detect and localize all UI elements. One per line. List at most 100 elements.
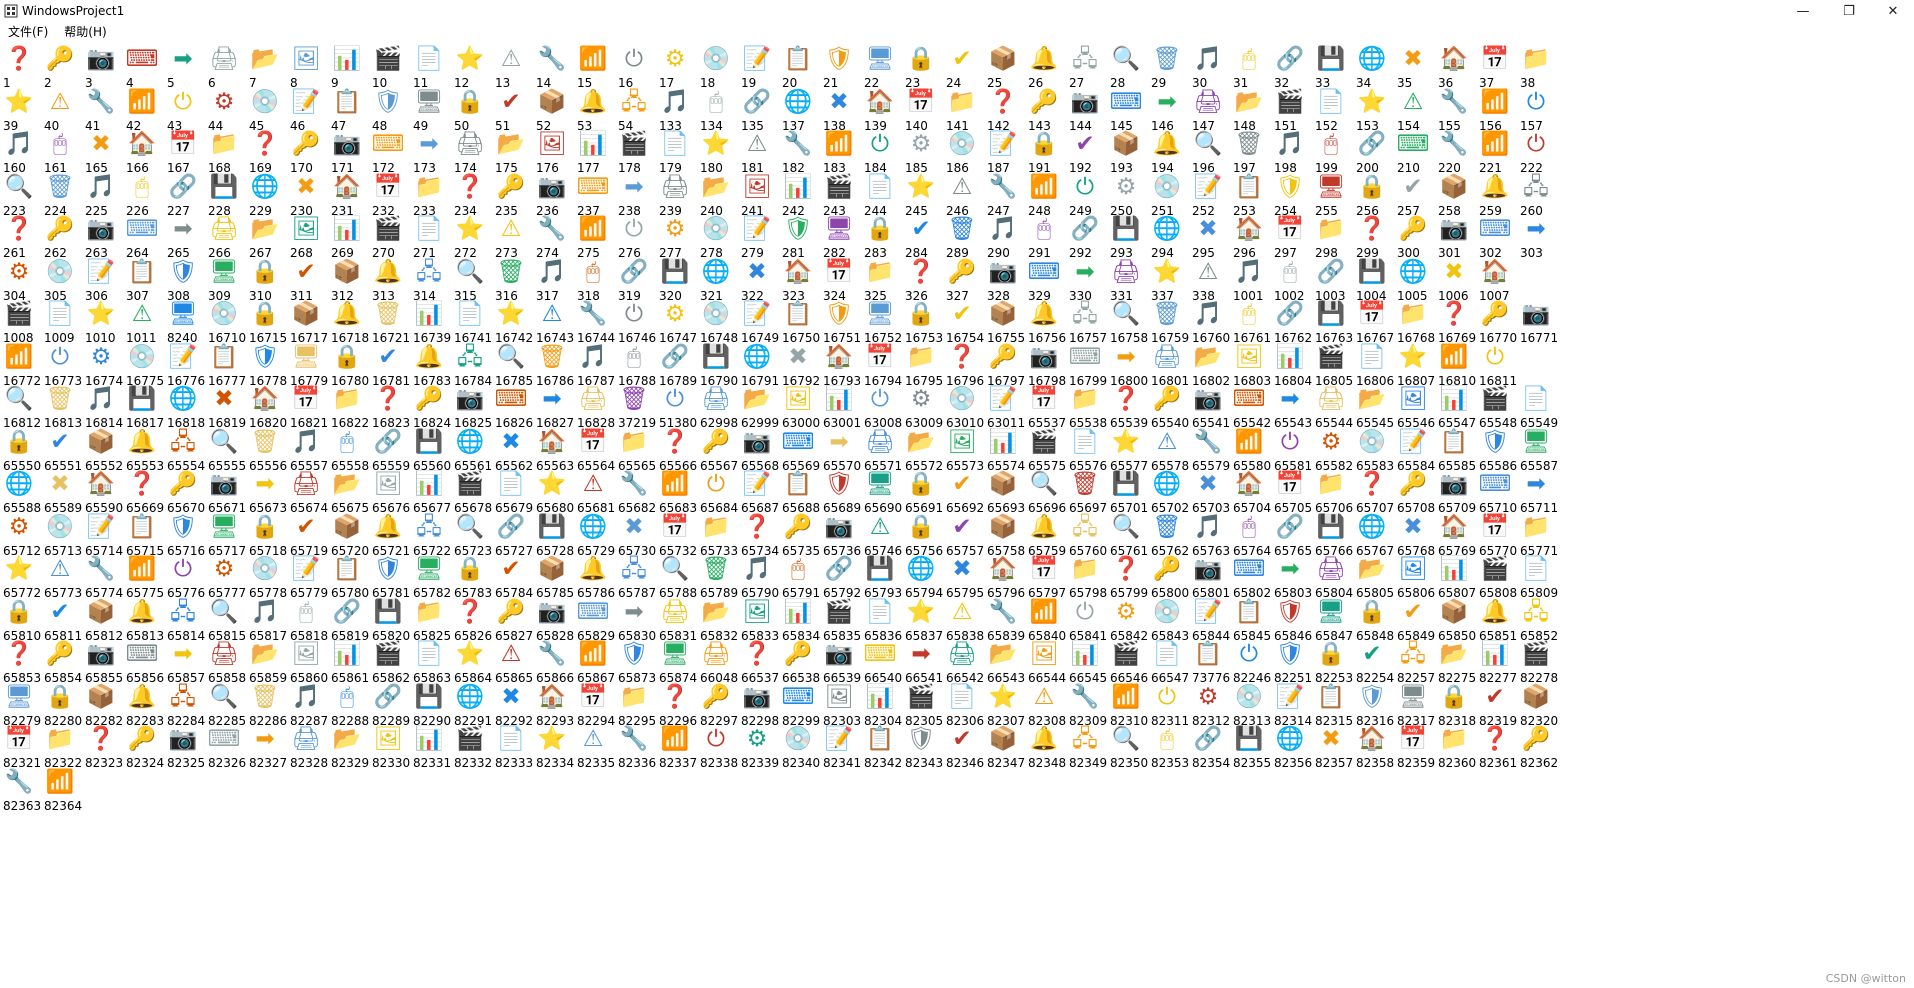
system-icon: 🔒 [4,428,34,455]
system-icon: 🖥 [824,216,854,242]
system-icon: ❓ [455,598,485,625]
system-icon: 📝 [742,216,772,242]
system-icon: 🗑 [373,301,403,327]
icon-id-label: 16821 [290,416,329,430]
system-icon: 📁 [619,428,649,455]
system-icon: ✖ [296,173,316,200]
system-icon: 📦 [988,301,1018,327]
icon-id-label: 319 [618,288,641,303]
system-icon: 🎬 [619,131,649,157]
system-icon: 🛡 [1480,428,1510,455]
icon-id-label: 198 [1274,161,1297,175]
system-icon: 🎵 [1193,301,1223,327]
system-icon: 🗑 [1234,131,1264,157]
icon-id-label: 16791 [741,373,780,388]
icon-cell: 🖼 176 [535,127,585,178]
system-icon: ❓ [4,641,34,667]
icon-cell: 🖥 309 [207,255,257,306]
icon-cell: 🗑 16759 [1150,297,1200,348]
menu-file[interactable]: 文件(F) [8,25,49,39]
icon-id-label: 19 [741,76,757,90]
icon-cell: 🖥 16752 [863,297,913,348]
icon-id-label: 2 [44,76,52,90]
icon-cell: 🖼 241 [740,170,790,221]
icon-cell: 🏠 36 [1437,42,1487,93]
system-icon: 🗑 [947,216,977,242]
icon-cell: 📷 328 [986,255,1036,306]
icon-id-label: 316 [495,288,518,303]
icon-id-label: 36 [1438,76,1454,90]
system-icon: ➡ [911,641,931,667]
system-icon: 🔒 [1357,173,1387,200]
system-icon: 📅 [4,726,34,752]
system-icon: 🏠 [86,471,116,497]
icon-cell: 🔍 28 [1109,42,1159,93]
icon-id-label: 291 [1028,246,1051,260]
icon-cell: 🔗 16789 [658,340,708,391]
system-icon: ✖ [501,683,521,710]
system-icon: 📶 [578,46,608,72]
icon-id-label: 199 [1315,161,1338,175]
icon-id-label: 191 [1028,161,1051,175]
system-icon: 📁 [1521,513,1551,540]
system-icon: 🖥 [168,301,198,327]
icon-id-label: 41 [85,118,101,133]
icon-id-label: 187 [987,161,1010,175]
system-icon: 📷 [1521,301,1551,327]
icon-id-label: 284 [905,246,928,260]
icon-cell: 🗑 224 [43,170,93,221]
icon-id-label: 233 [413,203,436,218]
icon-cell: ✔ 16754 [945,297,995,348]
maximize-button[interactable]: ❐ [1843,3,1855,19]
system-icon: 📊 [988,428,1018,455]
system-icon: ✔ [1075,131,1095,157]
system-icon: ➡ [1526,216,1546,242]
icon-cell: 📅 16821 [289,382,339,433]
window-app-icon [4,4,18,18]
icon-cell: 🔔 53 [576,85,626,136]
icon-id-label: 282 [823,246,846,260]
system-icon: 📶 [660,471,690,497]
system-icon: ⏻ [1157,683,1177,710]
system-icon: 📅 [291,386,321,412]
icon-id-label: 20 [782,76,798,90]
system-icon: 📅 [1029,386,1059,412]
system-icon: 💾 [373,598,403,625]
system-icon: 🌐 [455,428,485,455]
system-icon: 🎵 [86,173,116,200]
icon-cell: 🖼 16803 [1232,340,1282,391]
icon-id-label: 142 [987,118,1010,133]
minimize-button[interactable]: — [1796,3,1810,19]
icon-id-label: 63001 [823,416,862,430]
system-icon: 💿 [947,131,977,157]
icon-id-label: 141 [946,118,969,133]
icon-id-label: 10 [372,76,388,90]
system-icon: ⏻ [624,301,644,327]
system-icon: 📋 [127,513,157,540]
icon-id-label: 16779 [290,373,329,388]
system-icon: 📅 [578,683,608,710]
system-icon: 🔑 [496,173,526,200]
icon-cell: 🔑 327 [945,255,995,306]
system-icon: 🏠 [1357,726,1387,752]
menu-help[interactable]: 帮助(H) [64,25,107,39]
system-icon: 📶 [1029,598,1059,625]
system-icon: 🖱 [1283,258,1297,285]
system-icon: ⚠ [49,556,71,582]
icon-cell: 📂 148 [1232,85,1282,136]
system-icon: 🔍 [4,386,34,412]
system-icon: 💿 [701,216,731,242]
system-icon: 🖥 [865,301,895,327]
icon-id-label: 16803 [1233,373,1272,388]
title-bar[interactable]: WindowsProject1 — ❐ ✕ [0,0,1914,22]
icon-id-label: 16742 [495,331,534,345]
system-icon: 🖥 [209,258,239,285]
icon-cell: 📅 16794 [863,340,913,391]
close-button[interactable]: ✕ [1887,3,1899,19]
icon-cell: 🔒 50 [453,85,503,136]
icon-id-label: 292 [1069,246,1092,260]
icon-cell: 🔔 313 [371,255,421,306]
system-icon: ⌨ [1234,386,1264,412]
icon-cell: 📁 38 [1519,42,1569,93]
icon-id-label: 54 [618,118,634,133]
